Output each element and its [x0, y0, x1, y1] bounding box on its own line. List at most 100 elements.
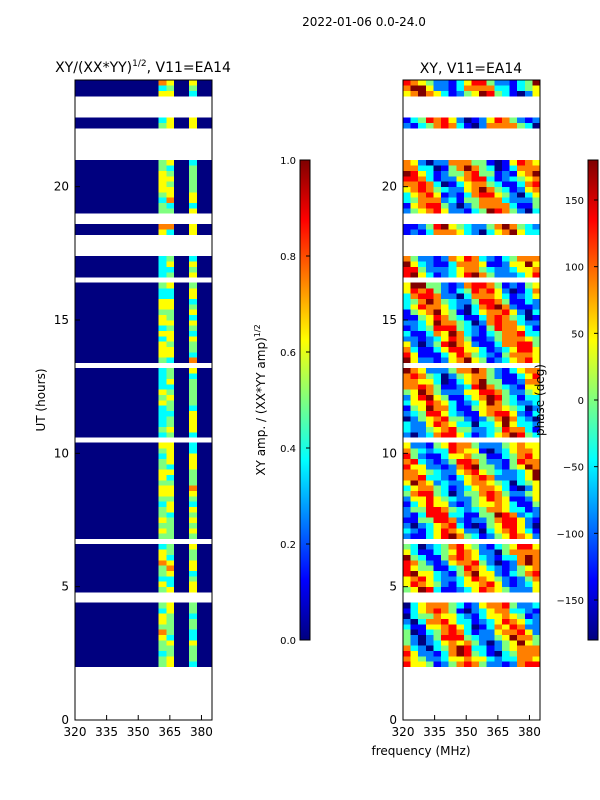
- heatmap-cell: [189, 330, 198, 337]
- heatmap-cell: [135, 560, 144, 566]
- heatmap-cell: [494, 533, 503, 540]
- heatmap-cell: [433, 85, 442, 92]
- heatmap-cell: [189, 90, 198, 97]
- heatmap-cell: [456, 565, 465, 572]
- heatmap-cell: [403, 661, 412, 668]
- heatmap-cell: [463, 421, 472, 428]
- heatmap-cell: [433, 634, 442, 641]
- heatmap-cell: [204, 549, 213, 556]
- heatmap-cell: [158, 293, 167, 300]
- heatmap-cell: [456, 261, 465, 268]
- heatmap-cell: [418, 170, 427, 177]
- heatmap-cell: [166, 624, 175, 630]
- heatmap-cell: [448, 186, 457, 193]
- heatmap-cell: [158, 661, 167, 668]
- heatmap-cell: [486, 554, 495, 561]
- heatmap-cell: [441, 368, 450, 374]
- heatmap-cell: [418, 229, 427, 236]
- heatmap-cell: [204, 256, 213, 262]
- heatmap-cell: [524, 181, 533, 188]
- heatmap-cell: [494, 160, 503, 166]
- heatmap-cell: [418, 325, 427, 332]
- heatmap-cell: [105, 122, 114, 129]
- heatmap-cell: [479, 261, 488, 268]
- heatmap-cell: [128, 576, 137, 582]
- heatmap-cell: [97, 416, 106, 422]
- heatmap-cell: [410, 330, 419, 337]
- heatmap-cell: [486, 650, 495, 657]
- heatmap-cell: [128, 464, 137, 470]
- colorbar-tick-label: −100: [557, 529, 584, 540]
- heatmap-cell: [517, 549, 526, 556]
- heatmap-cell: [532, 512, 541, 518]
- heatmap-cell: [173, 410, 182, 417]
- heatmap-cell: [105, 320, 114, 326]
- heatmap-cell: [158, 576, 167, 582]
- heatmap-cell: [501, 512, 510, 518]
- heatmap-cell: [97, 581, 106, 588]
- heatmap-cell: [166, 506, 175, 513]
- heatmap-cell: [441, 202, 450, 209]
- colorbar-tick-label: 150: [565, 196, 584, 207]
- heatmap-cell: [173, 517, 182, 524]
- heatmap-cell: [433, 346, 442, 353]
- heatmap-cell: [509, 496, 518, 502]
- heatmap-cell: [120, 288, 129, 294]
- heatmap-cell: [486, 405, 495, 412]
- heatmap-cell: [181, 309, 190, 316]
- heatmap-cell: [166, 576, 175, 582]
- heatmap-cell: [189, 384, 198, 390]
- heatmap-cell: [486, 533, 495, 540]
- heatmap-cell: [166, 224, 175, 230]
- heatmap-cell: [196, 565, 205, 572]
- heatmap-cell: [82, 416, 91, 422]
- heatmap-cell: [509, 432, 518, 438]
- heatmap-cell: [90, 357, 99, 364]
- heatmap-cell: [524, 272, 533, 278]
- heatmap-cell: [524, 85, 533, 92]
- heatmap-cell: [135, 458, 144, 465]
- heatmap-cell: [509, 506, 518, 513]
- heatmap-cell: [143, 544, 152, 550]
- heatmap-cell: [90, 202, 99, 209]
- heatmap-cell: [479, 266, 488, 273]
- heatmap-cell: [418, 176, 427, 182]
- heatmap-cell: [403, 522, 412, 529]
- heatmap-cell: [166, 320, 175, 326]
- heatmap-cell: [158, 325, 167, 332]
- heatmap-cell: [158, 544, 167, 550]
- heatmap-cell: [166, 90, 175, 97]
- heatmap-cell: [456, 352, 465, 358]
- heatmap-cell: [425, 176, 434, 182]
- heatmap-cell: [441, 208, 450, 214]
- heatmap-cell: [509, 426, 518, 433]
- heatmap-cell: [479, 528, 488, 534]
- heatmap-cell: [456, 320, 465, 326]
- heatmap-cell: [509, 613, 518, 620]
- colorbar-tick-label: −150: [557, 596, 584, 607]
- heatmap-cell: [509, 570, 518, 577]
- heatmap-cell: [425, 442, 434, 449]
- heatmap-cell: [463, 325, 472, 332]
- heatmap-cell: [433, 325, 442, 332]
- heatmap-cell: [486, 458, 495, 465]
- heatmap-cell: [113, 410, 122, 417]
- heatmap-cell: [196, 208, 205, 214]
- heatmap-cell: [135, 618, 144, 625]
- heatmap-cell: [494, 506, 503, 513]
- heatmap-cell: [524, 309, 533, 316]
- heatmap-cell: [173, 618, 182, 625]
- heatmap-cell: [471, 405, 480, 412]
- heatmap-cell: [532, 80, 541, 86]
- heatmap-cell: [471, 608, 480, 614]
- heatmap-cell: [441, 517, 450, 524]
- heatmap-cell: [517, 570, 526, 577]
- heatmap-cell: [433, 576, 442, 582]
- heatmap-cell: [90, 480, 99, 486]
- heatmap-cell: [158, 90, 167, 97]
- heatmap-cell: [135, 640, 144, 646]
- heatmap-cell: [166, 288, 175, 294]
- colorbar-tick-label: 0.2: [280, 540, 296, 551]
- heatmap-cell: [456, 288, 465, 294]
